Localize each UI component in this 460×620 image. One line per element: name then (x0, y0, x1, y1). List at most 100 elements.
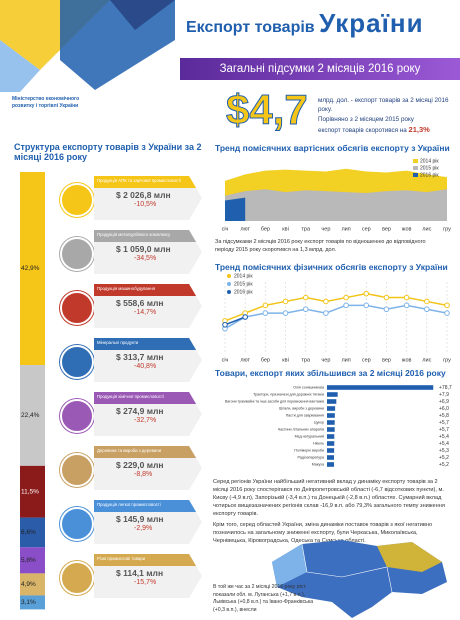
group-value: $ 114,1 млн (116, 568, 164, 578)
x-tick-label: лис (422, 226, 431, 232)
summary-change: 21,3% (408, 125, 430, 135)
value-label: +5,4 (439, 441, 449, 447)
x-tick-label: лип (341, 226, 350, 232)
group-value: $ 145,9 млн (116, 514, 164, 524)
x-tick-label: лис (422, 357, 431, 363)
category-label: Цукор (314, 420, 324, 424)
category-label: Нікель (313, 441, 324, 445)
marker (403, 302, 410, 309)
regions-text: Серед регіонів України найбільший негати… (213, 478, 451, 545)
summary-line: експорт товарів скоротився на 21,3% (318, 124, 458, 135)
legend-swatch (227, 274, 231, 278)
legend-swatch (413, 166, 418, 170)
legend-label: 2014 рік (420, 158, 439, 164)
legend-swatch (227, 290, 231, 294)
group-change: -15,7% (134, 579, 157, 586)
title: Експорт товарів України (186, 8, 424, 39)
group-name: Продукція хімічної промисловості (94, 392, 202, 404)
group-icon (60, 399, 94, 433)
bar-segment (20, 573, 45, 596)
chart-title: Тренд помісячних вартісних обсягів експо… (215, 143, 450, 153)
value-label: 22,4% (21, 412, 40, 419)
paragraph: Крім того, серед областей України, зміна… (213, 521, 433, 544)
marker (302, 294, 309, 301)
area (225, 189, 447, 221)
decor (60, 0, 175, 90)
group-card: Продукція машинобудування $ 558,6 млн -14,… (94, 284, 202, 328)
summary-amount: $4,7 (226, 86, 309, 134)
x-tick-label: тра (301, 226, 311, 232)
marker (302, 306, 309, 313)
group-name: Мінеральні продукти (94, 338, 202, 350)
group-card: Мінеральні продукти $ 313,7 млн -40,8% (94, 338, 202, 382)
group-change: -40,8% (134, 363, 157, 370)
bar (327, 406, 336, 411)
regions-growth: В той же час за 2 місяці 2016 року ріст … (213, 584, 314, 613)
x-tick-label: бер (261, 226, 270, 232)
marker (363, 302, 370, 309)
x-tick-label: лют (240, 226, 250, 232)
group-name: Різні промислові товари (94, 554, 202, 566)
category-label: Олія соняшникова (293, 385, 324, 389)
group-change: -32,7% (134, 417, 157, 424)
value-label: 4,9% (21, 581, 36, 588)
group-card: Продукція хімічної промисловості $ 274,9 … (94, 392, 202, 436)
legend-label: 2016 рік (420, 172, 439, 178)
area (225, 197, 246, 221)
bar (327, 413, 335, 418)
group-icon (60, 507, 94, 541)
category-label: Пасти для сварювання (286, 413, 324, 417)
bar (327, 385, 434, 390)
marker (282, 298, 289, 305)
value-label: +78,7 (439, 385, 452, 391)
x-tick-label: жов (402, 357, 412, 363)
bar-segment (20, 465, 45, 518)
x-tick-label: кві (282, 357, 289, 363)
group-icon (60, 345, 94, 379)
x-tick-label: жов (402, 226, 412, 232)
category-label: Шпали, вироби з деревини (279, 406, 324, 410)
decor (110, 0, 175, 30)
category-label: Полімерні вироби (294, 448, 324, 452)
summary-line: експорт товарів скоротився на (318, 127, 407, 135)
map-border (301, 543, 393, 593)
trend-note: За підсумками 2 місяців 2016 року експор… (215, 239, 426, 253)
chart-title: Структура експорту товарів з України за … (14, 142, 202, 162)
line (224, 304, 448, 330)
marker (383, 306, 390, 313)
summary-line: Порівняно з 2 місяцем 2015 року (318, 115, 414, 123)
x-tick-label: кві (282, 226, 289, 232)
x-tick-label: чер (321, 226, 330, 232)
bar (327, 392, 338, 397)
group-name: Продукція АПК та харчової промисловості (94, 176, 202, 188)
paragraph: Серед регіонів України найбільший негати… (213, 479, 445, 518)
group-change: -10,5% (134, 201, 157, 208)
decor (0, 40, 40, 92)
subtitle: Загальні підсумки 2 місяців 2016 року (180, 58, 460, 80)
group-name: Продукція легкої промисловості (94, 500, 202, 512)
value-label: 11,5% (21, 488, 39, 495)
group-name: Продукція машинобудування (94, 284, 202, 296)
group-value: $ 274,9 млн (116, 406, 164, 416)
x-tick-label: лют (240, 357, 250, 363)
bar (327, 434, 335, 439)
legend-swatch (413, 173, 418, 177)
group-card: Продукція легкої промисловості $ 145,9 мл… (94, 500, 202, 544)
group-icon (60, 183, 94, 217)
x-tick-label: січ (222, 226, 229, 232)
title-part: Експорт товарів (186, 19, 315, 36)
value-label: +5,7 (439, 427, 449, 433)
group-value: $ 229,0 млн (116, 460, 164, 470)
line (224, 292, 448, 322)
x-tick-label: сер (362, 226, 371, 232)
value-label: +6,0 (439, 406, 449, 412)
marker (444, 302, 450, 309)
value-label: 42,9% (21, 265, 40, 272)
group-value: $ 558,6 млн (116, 298, 164, 308)
marker (262, 302, 269, 309)
header-decor (0, 0, 175, 92)
marker (282, 310, 289, 316)
x-tick-label: чер (321, 357, 330, 363)
x-tick-label: бер (261, 357, 270, 363)
